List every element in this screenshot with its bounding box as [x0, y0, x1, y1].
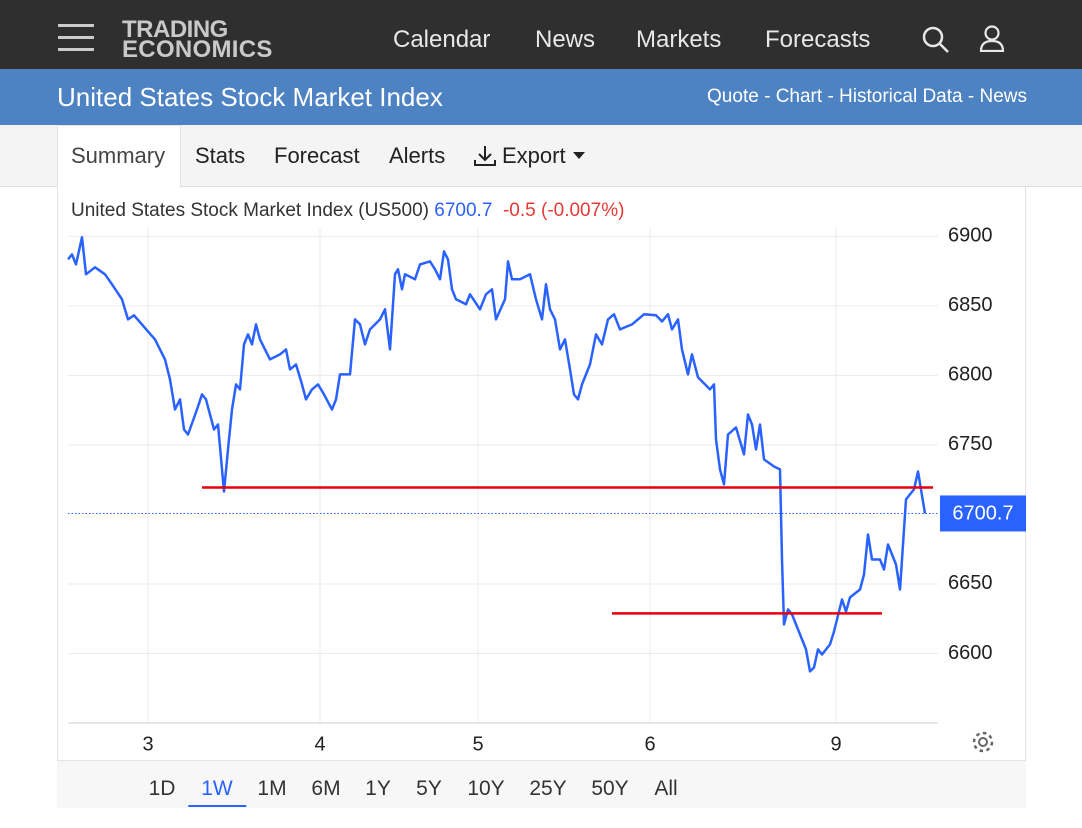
nav-link[interactable]: Markets — [636, 26, 722, 53]
x-tick-label: 5 — [472, 733, 483, 755]
link[interactable]: Chart — [775, 86, 823, 107]
x-tick-label: 6 — [644, 733, 655, 755]
sub-links: Quote - Chart - Historical Data - News — [707, 86, 1027, 108]
tab[interactable]: Stats — [195, 143, 246, 168]
link[interactable]: Historical Data — [839, 86, 963, 107]
tab[interactable]: Forecast — [274, 143, 360, 168]
range-bar — [57, 760, 1026, 808]
y-tick-label: 6650 — [948, 572, 993, 594]
tab[interactable]: Export — [502, 143, 566, 168]
y-tick-label: 6800 — [948, 364, 993, 386]
last-value-label: 6700.7 — [952, 503, 1013, 525]
logo-line[interactable]: ECONOMICS — [122, 36, 273, 63]
change: -0.5 (-0.007%) — [502, 200, 625, 221]
range-button[interactable]: 25Y — [529, 777, 567, 800]
y-tick-label: 6750 — [948, 433, 993, 455]
export-icon[interactable] — [473, 144, 497, 168]
user-icon[interactable] — [978, 24, 1006, 52]
range-button[interactable]: 5Y — [416, 777, 442, 800]
range-button[interactable]: All — [654, 777, 678, 800]
active-tab[interactable] — [57, 125, 181, 188]
last-value-box — [940, 495, 1026, 532]
separator: - — [764, 86, 771, 107]
link[interactable]: News — [979, 86, 1027, 107]
link[interactable]: Quote — [707, 86, 759, 107]
x-tick-label: 4 — [314, 733, 325, 755]
range-button[interactable]: 1M — [257, 777, 287, 800]
nav-link[interactable]: Calendar — [393, 26, 491, 53]
top-nav: TRADING ECONOMICS Calendar News Markets … — [0, 0, 1082, 69]
title-bar: United States Stock Market Index Quote -… — [0, 69, 1082, 125]
range-button[interactable]: 6M — [311, 777, 341, 800]
last-value: 6700.7 — [434, 200, 493, 221]
search-icon[interactable] — [922, 26, 950, 54]
x-tick-label: 9 — [830, 733, 841, 755]
settings-icon[interactable] — [970, 729, 996, 755]
chart-legend: United States Stock Market Index (US500)… — [71, 200, 624, 222]
range-button[interactable]: 50Y — [591, 777, 629, 800]
separator: - — [967, 86, 975, 107]
menu-icon[interactable] — [58, 24, 94, 52]
tab[interactable]: Summary — [71, 143, 166, 168]
x-tick-label: 3 — [142, 733, 153, 755]
range-button[interactable]: 1D — [148, 777, 176, 800]
range-button[interactable]: 10Y — [467, 777, 505, 800]
separator: - — [827, 86, 834, 107]
y-tick-label: 6850 — [948, 294, 993, 316]
tab[interactable]: Alerts — [389, 143, 446, 168]
logo-line[interactable]: TRADING — [122, 16, 228, 43]
y-tick-label: 6900 — [948, 225, 993, 247]
nav-link[interactable]: News — [535, 26, 596, 53]
dropdown-caret[interactable] — [573, 152, 585, 160]
series-name: United States Stock Market Index (US500) — [71, 200, 429, 221]
page-title: United States Stock Market Index — [57, 82, 443, 112]
range-button[interactable]: 1Y — [365, 777, 391, 800]
chart: 6600 6650 6750 6800 6850 6900 3 4 5 6 9 6700.7 — [67, 225, 1026, 755]
range-button[interactable]: 1W — [188, 777, 246, 807]
y-tick-label: 6600 — [948, 642, 993, 664]
price-line — [67, 236, 927, 673]
nav-link[interactable]: Forecasts — [765, 26, 871, 53]
